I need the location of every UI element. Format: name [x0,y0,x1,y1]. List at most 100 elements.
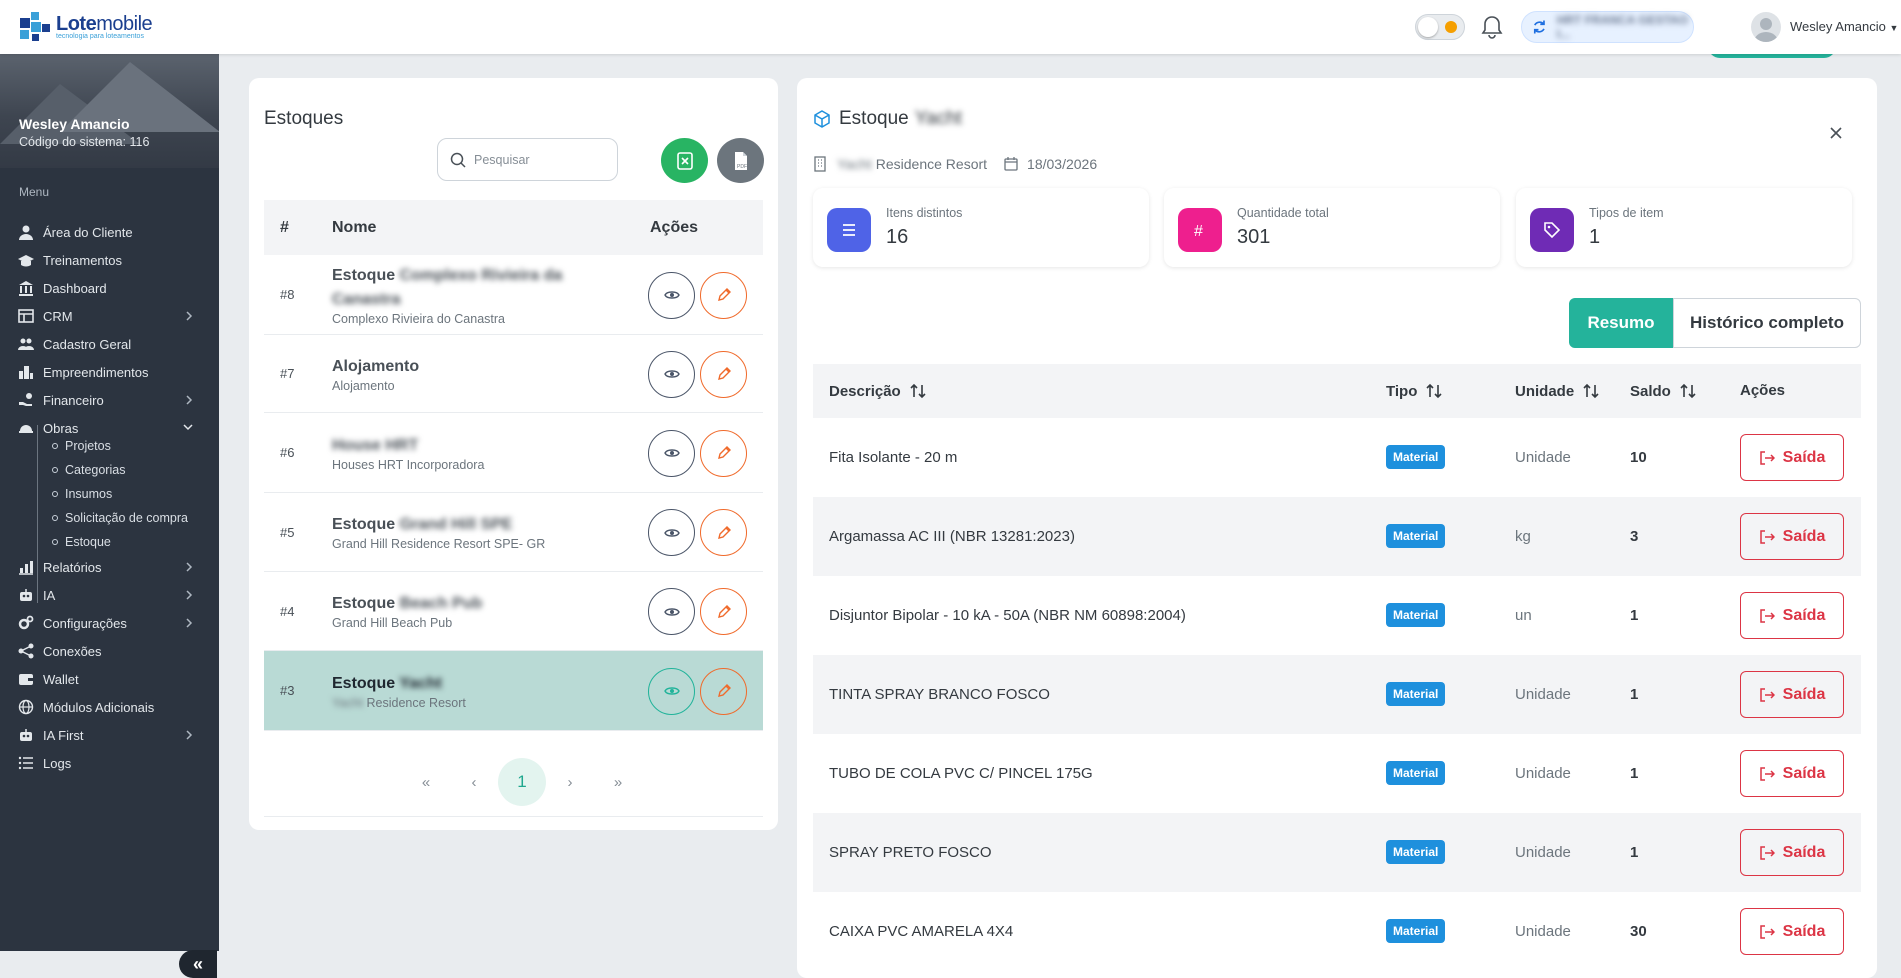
col-descricao[interactable]: Descrição [829,382,927,400]
sidebar-item-ia-first[interactable]: IA First [18,725,198,745]
col-unidade[interactable]: Unidade [1515,382,1600,400]
sidebar-item-logs[interactable]: Logs [18,753,198,773]
submenu-item[interactable]: Insumos [52,487,112,501]
next-page-button[interactable]: › [567,773,573,791]
col-acoes: Ações [1740,382,1786,399]
edit-button[interactable] [700,271,747,319]
edit-button[interactable] [700,429,747,477]
sidebar-item-ia[interactable]: IA [18,585,198,605]
view-button[interactable] [648,429,695,477]
page-number-button[interactable]: 1 [498,758,546,806]
sidebar-item-empreendimentos[interactable]: Empreendimentos [18,362,198,382]
exit-button[interactable]: Saída [1740,592,1844,639]
item-unit: Unidade [1515,686,1571,703]
item-balance: 3 [1630,528,1639,545]
sidebar-header-image [0,54,219,168]
view-button[interactable] [648,271,695,319]
menu-label: Menu [19,185,50,199]
table-row[interactable]: #7 Alojamento Alojamento [264,335,763,413]
sidebar-item-conexões[interactable]: Conexões [18,641,198,661]
row-number: #3 [280,683,295,698]
exit-button[interactable]: Saída [1740,829,1844,876]
sidebar-item-crm[interactable]: CRM [18,306,198,326]
wallet-icon [18,671,34,687]
table-row[interactable]: #4 Estoque Beach Pub Grand Hill Beach Pu… [264,572,763,651]
logo[interactable]: Lotemobile tecnologia para loteamentos [18,10,153,42]
sidebar-item-cadastro-geral[interactable]: Cadastro Geral [18,334,198,354]
view-button[interactable] [648,667,695,715]
table-icon [18,308,34,324]
estoque-detail-card: Estoque Yacht Yacht Residence Resort 18/… [797,78,1877,978]
view-button[interactable] [648,588,695,635]
col-tipo[interactable]: Tipo [1386,382,1443,400]
theme-toggle[interactable] [1415,14,1465,40]
avatar[interactable] [1751,12,1781,42]
col-saldo[interactable]: Saldo [1630,382,1697,400]
list-icon [18,755,34,771]
table-row[interactable]: #6 House HRT Houses HRT Incorporadora [264,413,763,493]
prev-page-button[interactable]: ‹ [471,773,477,791]
sidebar-item-wallet[interactable]: Wallet [18,669,198,689]
sidebar-item-label: Conexões [43,643,102,659]
row-number: #4 [280,603,295,619]
submenu-label: Solicitação de compra [65,511,188,525]
edit-button[interactable] [700,350,747,398]
box-icon [814,110,830,128]
exit-button[interactable]: Saída [1740,750,1844,797]
company-selector[interactable]: HRT FRANCA GESTAO I... [1521,11,1694,43]
exit-button[interactable]: Saída [1740,908,1844,955]
collapse-sidebar-button[interactable]: « [179,950,217,978]
export-excel-button[interactable] [661,138,708,183]
sidebar-item-configurações[interactable]: Configurações [18,613,198,633]
row-name: House HRT Houses HRT Incorporadora [332,434,572,472]
sidebar-item-módulos-adicionais[interactable]: Módulos Adicionais [18,697,198,717]
search-input[interactable] [474,152,594,167]
sidebar-item-label: Dashboard [43,280,107,296]
sidebar-item-financeiro[interactable]: Financeiro [18,390,198,410]
tab-resumo[interactable]: Resumo [1569,298,1673,348]
pencil-icon [717,288,731,301]
top-bar: Lotemobile tecnologia para loteamentos H… [0,0,1901,54]
table-row[interactable]: #5 Estoque Grand Hill SPE Grand Hill Res… [264,493,763,572]
item-unit: Unidade [1515,449,1571,466]
submenu-item[interactable]: Projetos [52,439,111,453]
bell-icon[interactable] [1480,14,1504,40]
submenu-label: Projetos [65,439,111,453]
close-icon[interactable] [1826,123,1846,143]
table-row[interactable]: #3 Estoque Yacht Yacht Residence Resort [264,651,763,731]
stat-label: Itens distintos [886,206,963,220]
view-button[interactable] [648,350,695,398]
sidebar-item-treinamentos[interactable]: Treinamentos [18,250,198,270]
stat-card: Tipos de item 1 [1516,188,1852,267]
table-row[interactable]: #8 Estoque Complexo Rivieira da Canastra… [264,255,763,335]
sidebar-item-área-do-cliente[interactable]: Área do Cliente [18,222,198,242]
last-page-button[interactable]: » [613,773,623,791]
stat-value: 301 [1237,226,1271,248]
type-badge: Material [1386,840,1446,864]
chevron-right-icon [184,310,194,322]
user-menu[interactable]: Wesley Amancio ▼ [1790,19,1898,34]
edit-button[interactable] [700,588,747,635]
exit-button[interactable]: Saída [1740,434,1844,481]
sidebar-item-obras[interactable]: Obras [18,418,198,438]
export-pdf-button[interactable]: PDF [717,138,764,183]
search-box[interactable] [437,138,618,181]
edit-button[interactable] [700,509,747,556]
sidebar-item-dashboard[interactable]: Dashboard [18,278,198,298]
refresh-icon [1533,20,1545,34]
submenu-item[interactable]: Categorias [52,463,125,477]
exit-button[interactable]: Saída [1740,513,1844,560]
stat-label: Tipos de item [1589,206,1664,220]
sidebar-user-name: Wesley Amancio [19,116,130,132]
submenu-item[interactable]: Solicitação de compra [52,511,188,525]
item-description: CAIXA PVC AMARELA 4X4 [829,923,1014,940]
view-button[interactable] [648,509,695,556]
sidebar-item-relatórios[interactable]: Relatórios [18,557,198,577]
item-unit: kg [1515,528,1531,545]
first-page-button[interactable]: « [421,773,431,791]
submenu-item[interactable]: Estoque [52,535,111,549]
tab-historico[interactable]: Histórico completo [1673,298,1861,348]
bullet-icon [52,443,58,449]
exit-button[interactable]: Saída [1740,671,1844,718]
edit-button[interactable] [700,667,747,715]
